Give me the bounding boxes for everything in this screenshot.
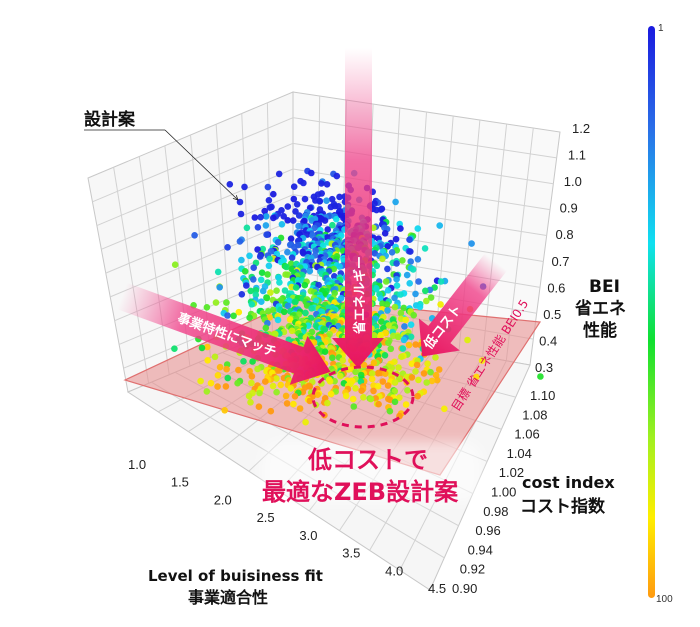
y-tick: 1.10 xyxy=(530,388,555,403)
arrow-energy-saving-label: 省エネルギー xyxy=(352,256,368,335)
y-axis-title-en: cost index xyxy=(522,473,615,492)
optimal-region-ellipse xyxy=(311,365,415,429)
y-axis-ticks: 0.90 0.92 0.94 0.96 0.98 1.00 1.02 1.04 1.06 1.08… xyxy=(452,388,555,596)
x-axis-title-jp: 事業適合性 xyxy=(188,588,268,607)
x-tick: 4.5 xyxy=(428,581,446,596)
y-tick: 0.90 xyxy=(452,581,477,596)
y-tick: 1.00 xyxy=(491,485,516,500)
y-axis-title-jp: コスト指数 xyxy=(520,496,606,517)
y-tick: 0.94 xyxy=(468,542,493,557)
x-tick: 3.0 xyxy=(299,528,317,543)
y-tick: 1.06 xyxy=(514,427,539,442)
colorbar-min-label: 1 xyxy=(658,23,664,34)
x-tick: 4.0 xyxy=(385,563,403,578)
y-tick: 1.02 xyxy=(499,465,524,480)
y-axis-title: cost index コスト指数 xyxy=(520,473,615,517)
z-tick: 0.9 xyxy=(560,201,578,216)
x-tick: 1.5 xyxy=(171,475,189,490)
x-axis-title: Level of buisiness fit 事業適合性 xyxy=(148,567,323,607)
z-tick: 0.4 xyxy=(539,333,557,348)
colorbar-max-label: 100 xyxy=(656,594,673,605)
y-tick: 1.04 xyxy=(507,446,532,461)
z-axis-ticks: 0.3 0.4 0.5 0.6 0.7 0.8 0.9 1.0 1.1 1.2 xyxy=(535,121,590,375)
colorbar: 1 100 xyxy=(648,23,673,605)
design-annotation: 設計案 xyxy=(84,109,238,200)
x-tick: 2.0 xyxy=(214,492,232,507)
annotation-label: 設計案 xyxy=(84,109,136,130)
z-axis-title-en: BEI xyxy=(589,277,620,297)
y-tick: 0.96 xyxy=(475,523,500,538)
y-tick: 0.92 xyxy=(460,562,485,577)
z-tick: 0.8 xyxy=(556,227,574,242)
z-tick: 1.2 xyxy=(572,121,590,136)
y-tick: 1.08 xyxy=(522,407,547,422)
z-axis-title: BEI 省エネ 性能 xyxy=(574,277,626,341)
arrow-energy-saving: 省エネルギー xyxy=(332,48,384,368)
z-tick: 1.1 xyxy=(568,148,586,163)
z-tick: 0.3 xyxy=(535,360,553,375)
z-axis-title-jp1: 省エネ xyxy=(574,298,626,319)
x-tick: 3.5 xyxy=(342,546,360,561)
y-tick: 0.98 xyxy=(483,504,508,519)
z-tick: 0.7 xyxy=(551,254,569,269)
z-axis-title-jp2: 性能 xyxy=(583,320,617,341)
x-tick: 1.0 xyxy=(128,457,146,472)
z-tick: 0.5 xyxy=(543,307,561,322)
z-tick: 0.6 xyxy=(547,280,565,295)
callout-line1: 低コストで xyxy=(307,446,428,474)
x-axis-ticks: 1.0 1.5 2.0 2.5 3.0 3.5 4.0 4.5 xyxy=(128,457,446,596)
x-axis-title-en: Level of buisiness fit xyxy=(148,567,323,585)
z-tick: 1.0 xyxy=(564,174,582,189)
colorbar-gradient xyxy=(648,26,655,598)
x-tick: 2.5 xyxy=(257,510,275,525)
callout-line2: 最適なZEB設計案 xyxy=(262,478,459,506)
optimal-callout: 低コストで 最適なZEB設計案 xyxy=(262,442,482,506)
